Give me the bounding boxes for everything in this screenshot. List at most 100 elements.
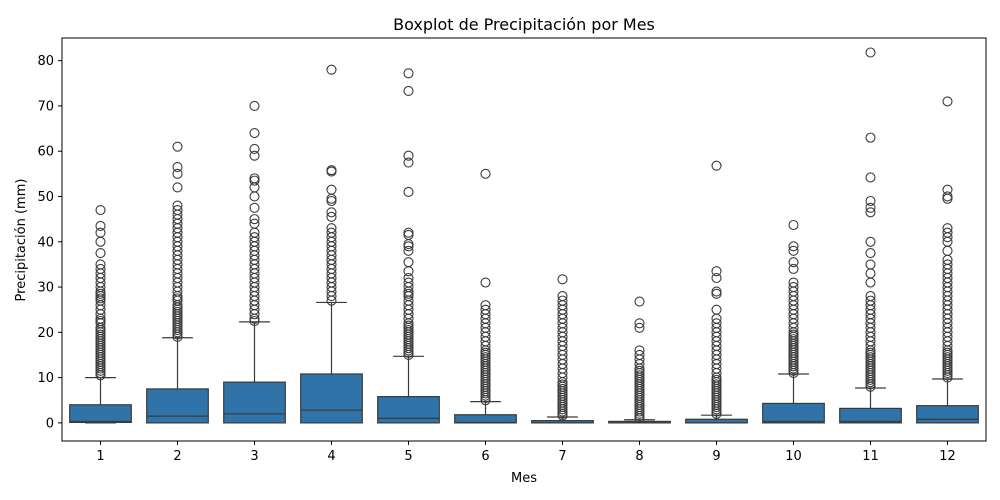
outlier-point	[865, 207, 876, 218]
outlier-point	[634, 349, 645, 361]
outlier-point	[172, 205, 183, 216]
outlier-point	[942, 259, 953, 270]
outlier-point	[403, 150, 414, 161]
outlier-point	[249, 143, 260, 154]
outlier-point	[249, 232, 260, 243]
iqr-box	[69, 404, 132, 424]
iqr-box	[454, 414, 517, 424]
y-tick-label: 40	[37, 235, 54, 250]
y-axis: 0 10 20 30 40 50 60 70 80	[37, 54, 62, 431]
x-tick-label: 7	[558, 449, 566, 464]
x-tick-label: 9	[712, 449, 720, 464]
outlier-point	[249, 173, 260, 184]
outlier-point	[480, 304, 491, 315]
box-group-month-10	[762, 219, 825, 424]
outlier-point	[249, 100, 260, 111]
outlier-point	[403, 68, 414, 79]
outlier-point	[172, 168, 183, 179]
box-group-month-1	[69, 205, 132, 424]
outlier-point	[865, 277, 876, 288]
x-tick-label: 11	[862, 449, 879, 464]
outlier-point	[711, 160, 722, 171]
outlier-point	[788, 277, 799, 288]
outlier-point	[865, 172, 876, 183]
x-tick-label: 4	[327, 449, 335, 464]
iqr-box	[300, 373, 363, 424]
x-tick-label: 2	[173, 449, 181, 464]
outlier-point	[403, 257, 414, 268]
outlier-point	[403, 157, 414, 168]
iqr-box	[146, 388, 209, 424]
outlier-point	[403, 272, 414, 284]
y-tick-label: 80	[37, 54, 54, 69]
plot-frame	[61, 37, 987, 442]
outlier-point	[95, 220, 106, 231]
outlier-point	[326, 211, 337, 222]
outlier-point	[95, 205, 106, 216]
outlier-point	[788, 257, 799, 268]
x-tick-label: 5	[404, 449, 412, 464]
outlier-point	[95, 236, 106, 247]
outlier-point	[865, 195, 876, 207]
outlier-point	[557, 295, 568, 306]
outlier-point	[711, 288, 722, 299]
outlier-point	[557, 291, 568, 302]
outlier-point	[942, 227, 953, 238]
y-axis-label: Precipitación (mm)	[14, 179, 29, 302]
outlier-point	[788, 263, 799, 274]
outlier-point	[634, 345, 645, 356]
outlier-point	[865, 268, 876, 279]
box-group-month-4	[300, 64, 363, 424]
outlier-point	[249, 214, 260, 225]
outlier-point	[172, 182, 183, 193]
outlier-point	[95, 227, 106, 238]
iqr-box	[762, 402, 825, 424]
box-group-month-7	[531, 274, 594, 424]
outlier-point	[711, 272, 722, 284]
box-group-month-5	[377, 68, 440, 424]
outlier-point	[249, 191, 260, 202]
outlier-point	[326, 227, 337, 238]
y-tick-label: 60	[37, 145, 54, 160]
iqr-box	[916, 405, 979, 424]
outlier-point	[634, 322, 645, 333]
outlier-point	[942, 184, 953, 195]
outlier-point	[403, 227, 414, 238]
outlier-point	[788, 281, 799, 293]
outlier-point	[326, 193, 337, 204]
outlier-point	[942, 191, 953, 202]
x-tick-label: 8	[635, 449, 643, 464]
outlier-point	[942, 245, 953, 256]
outlier-point	[480, 300, 491, 311]
outlier-point	[480, 168, 491, 179]
y-tick-label: 10	[37, 371, 54, 386]
plot-area	[69, 47, 979, 424]
outlier-point	[249, 128, 260, 139]
box-group-month-3	[223, 100, 286, 424]
outlier-point	[172, 162, 183, 173]
y-tick-label: 0	[46, 416, 54, 431]
outlier-point	[634, 296, 645, 307]
outlier-point	[865, 47, 876, 58]
outlier-point	[249, 218, 260, 229]
box-group-month-11	[839, 47, 902, 424]
outlier-point	[865, 202, 876, 213]
outlier-point	[788, 219, 799, 231]
chart-title: Boxplot de Precipitación por Mes	[393, 15, 655, 34]
outlier-point	[480, 277, 491, 288]
outlier-point	[788, 245, 799, 256]
outlier-point	[403, 186, 414, 198]
outlier-point	[249, 150, 260, 161]
outlier-point	[865, 236, 876, 247]
x-tick-label: 10	[785, 449, 802, 464]
box-group-month-6	[454, 168, 517, 424]
outlier-point	[711, 304, 722, 315]
x-tick-label: 12	[939, 449, 956, 464]
outlier-point	[942, 193, 953, 204]
outlier-point	[326, 184, 337, 195]
outlier-point	[326, 165, 337, 176]
x-tick-label: 1	[96, 449, 104, 464]
outlier-point	[249, 202, 260, 213]
x-tick-label: 6	[481, 449, 489, 464]
